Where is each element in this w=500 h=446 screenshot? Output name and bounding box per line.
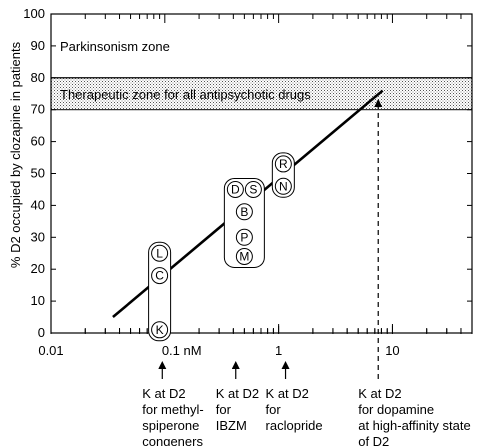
annotation-line: K at D2 bbox=[266, 386, 309, 401]
annotation-line: K at D2 bbox=[216, 386, 259, 401]
annotation-line: spiperone bbox=[142, 418, 199, 433]
annotation-line: for methyl- bbox=[142, 402, 203, 417]
data-point bbox=[235, 247, 253, 265]
parkinsonism-zone-label: Parkinsonism zone bbox=[60, 39, 170, 54]
y-axis-title: % D2 occupied by clozapine in patients bbox=[8, 41, 23, 268]
annotation-line: for bbox=[266, 402, 282, 417]
annotation-line: of D2 bbox=[358, 434, 389, 446]
point-group: RN bbox=[271, 152, 295, 198]
plot-frame bbox=[50, 13, 473, 334]
x-tick-label: 0.1 nM bbox=[162, 343, 202, 358]
data-point-label: R bbox=[279, 157, 288, 171]
data-point-label: M bbox=[239, 249, 249, 263]
data-point-label: C bbox=[155, 269, 164, 283]
data-point-label: L bbox=[156, 246, 163, 260]
x-tick-label: 0.01 bbox=[38, 343, 63, 358]
annotation-line: raclopride bbox=[266, 418, 323, 433]
data-point bbox=[274, 155, 292, 173]
y-tick-label: 20 bbox=[31, 261, 45, 276]
data-point bbox=[244, 180, 262, 198]
data-point bbox=[226, 180, 244, 198]
data-point bbox=[151, 267, 169, 285]
point-group: LC K bbox=[148, 241, 172, 342]
data-point-label: B bbox=[240, 205, 248, 219]
y-ticks: 0 10 20 30 40 50 60 70 80 90 100 bbox=[23, 6, 472, 340]
x-ticks: 0.01 0.1 nM 1 10 bbox=[38, 14, 473, 358]
point-group-outline bbox=[148, 241, 172, 342]
annotation-line: at high-affinity state bbox=[358, 418, 471, 433]
therapeutic-zone-label: Therapeutic zone for all antipsychotic d… bbox=[60, 87, 311, 102]
y-tick-label: 50 bbox=[31, 166, 45, 181]
y-tick-label: 70 bbox=[31, 102, 45, 117]
data-point bbox=[151, 321, 169, 339]
y-tick-label: 80 bbox=[31, 70, 45, 85]
y-tick-label: 100 bbox=[23, 6, 45, 21]
point-group-outline bbox=[223, 177, 265, 268]
annotation-line: for dopamine bbox=[358, 402, 434, 417]
y-tick-label: 30 bbox=[31, 229, 45, 244]
y-tick-label: 0 bbox=[38, 325, 45, 340]
data-point bbox=[235, 203, 253, 221]
annotation-line: K at D2 bbox=[142, 386, 185, 401]
therapeutic-zone bbox=[50, 77, 473, 111]
zones-layer: Parkinsonism zone Therapeutic zone for al… bbox=[50, 39, 473, 334]
data-point-label: N bbox=[279, 179, 288, 193]
data-point-label: S bbox=[249, 182, 257, 196]
annotation-line: K at D2 bbox=[358, 386, 401, 401]
data-point-label: K bbox=[156, 323, 164, 337]
x-tick-label: 1 bbox=[275, 343, 282, 358]
y-tick-label: 60 bbox=[31, 134, 45, 149]
data-point bbox=[151, 244, 169, 262]
y-tick-label: 10 bbox=[31, 293, 45, 308]
y-tick-label: 40 bbox=[31, 197, 45, 212]
data-point bbox=[235, 228, 253, 246]
data-point-label: P bbox=[240, 230, 248, 244]
data-point bbox=[274, 177, 292, 195]
annotation-line: IBZM bbox=[216, 418, 247, 433]
annotation-line: congeners bbox=[142, 434, 203, 446]
data-point-label: D bbox=[231, 182, 240, 196]
x-tick-label: 10 bbox=[385, 343, 399, 358]
y-tick-label: 90 bbox=[31, 38, 45, 53]
annotation-line: for bbox=[216, 402, 232, 417]
